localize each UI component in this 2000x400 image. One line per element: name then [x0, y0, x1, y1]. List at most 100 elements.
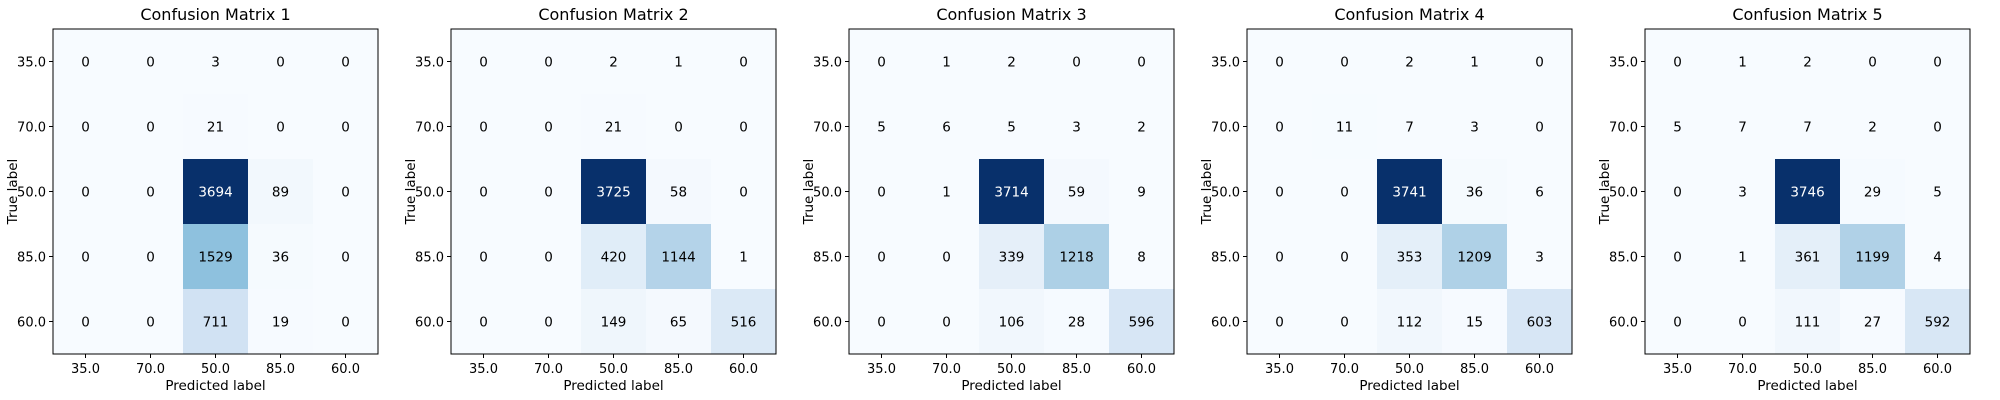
cell-value-label: 2: [1405, 55, 1414, 71]
heatmap-cell: [1507, 224, 1572, 289]
confusion-matrix-panel: 0 0 2 1 00 0 21 0 00 0 3725 58 00 0 420 1144 10 0 149 65 516…: [403, 5, 777, 394]
heatmap-cell: [1312, 159, 1377, 224]
cell-value-label: 89: [272, 185, 289, 201]
cell-value-label: 1: [942, 55, 951, 71]
cell-value-label: 36: [272, 250, 289, 266]
cell-value-label: 0: [1673, 250, 1682, 266]
heatmap-cell: [1377, 224, 1442, 289]
heatmap-cell: [979, 29, 1044, 94]
cell-value-label: 1144: [661, 250, 695, 266]
heatmap-cell: [849, 224, 914, 289]
cell-value-label: 1: [1738, 250, 1747, 266]
heatmap-cell: [1377, 29, 1442, 94]
heatmap-cell: [1710, 289, 1775, 354]
cell-value-label: 36: [1466, 185, 1483, 201]
y-tick-label: 60.0: [17, 316, 46, 331]
heatmap-cell: [711, 29, 776, 94]
cell-value-label: 2: [1803, 55, 1812, 71]
cell-value-label: 65: [670, 315, 687, 331]
y-tick-label: 35.0: [17, 56, 46, 71]
y-tick-label: 35.0: [813, 56, 842, 71]
x-tick-label: 60.0: [1127, 362, 1156, 377]
heatmap-cell: [711, 289, 776, 354]
heatmap-cell: [1109, 289, 1174, 354]
heatmap-cell: [1044, 29, 1109, 94]
confusion-matrix-panel: 0 1 2 0 0 5 7 7 2 0 0 3 3746 29 5 0 1 361 1199 4 0 0 111 27 592 3…: [1597, 5, 1971, 394]
cell-value-label: 1209: [1457, 250, 1491, 266]
heatmap-cell: [1109, 224, 1174, 289]
heatmap-cell: [1442, 29, 1507, 94]
y-tick-label: 50.0: [415, 186, 444, 201]
heatmap-cell: [1905, 159, 1970, 224]
y-tick-label: 85.0: [1609, 251, 1638, 266]
heatmap-cell: [451, 159, 516, 224]
heatmap-cell: [1247, 29, 1312, 94]
heatmap-cell: [1044, 94, 1109, 159]
cell-value-label: 1: [942, 185, 951, 201]
cell-value-label: 353: [1397, 250, 1423, 266]
heatmap-cell: [1247, 94, 1312, 159]
heatmap-cell: [118, 29, 183, 94]
heatmap-cell: [1507, 29, 1572, 94]
x-tick-label: 50.0: [201, 362, 230, 377]
heatmap-cell: [516, 289, 581, 354]
cell-value-label: 0: [674, 120, 683, 136]
cell-value-label: 0: [739, 120, 748, 136]
heatmap-cell: [646, 224, 711, 289]
cell-value-label: 0: [1072, 55, 1081, 71]
heatmap-cell: [1840, 224, 1905, 289]
confusion-matrix-panel: 0 1 2 0 0 5 6 5 3 2 0 1 3714 59 9 0 0 339 1218 8 0 0 106 28 596 3…: [801, 5, 1175, 394]
heatmap-cell: [849, 29, 914, 94]
x-tick-label: 60.0: [1923, 362, 1952, 377]
cell-value-label: 27: [1864, 315, 1881, 331]
cell-value-label: 0: [1868, 55, 1877, 71]
chart-title: Confusion Matrix 1: [140, 5, 290, 24]
cell-value-label: 7: [1803, 120, 1812, 136]
cell-value-label: 0: [81, 185, 90, 201]
cell-value-label: 0: [81, 315, 90, 331]
x-tick-label: 85.0: [1062, 362, 1091, 377]
heatmap-cell: [914, 159, 979, 224]
heatmap-cell: [1377, 289, 1442, 354]
heatmap-cell: [1905, 224, 1970, 289]
cell-value-label: 0: [146, 120, 155, 136]
heatmap-cell: [516, 94, 581, 159]
cell-value-label: 1218: [1059, 250, 1093, 266]
cell-value-label: 6: [1535, 185, 1544, 201]
cell-value-label: 3: [1072, 120, 1081, 136]
y-tick-label: 60.0: [1211, 316, 1240, 331]
cell-value-label: 1529: [198, 250, 232, 266]
cell-value-label: 0: [544, 120, 553, 136]
x-tick-label: 35.0: [1663, 362, 1692, 377]
heatmap-cell: [1840, 29, 1905, 94]
heatmap-cell: [183, 289, 248, 354]
cell-value-label: 7: [1738, 120, 1747, 136]
cell-value-label: 0: [341, 185, 350, 201]
heatmap-cell: [53, 29, 118, 94]
heatmap-cell: [646, 94, 711, 159]
x-tick-label: 35.0: [71, 362, 100, 377]
heatmap-cell: [1312, 29, 1377, 94]
heatmap-cell: [979, 224, 1044, 289]
cell-value-label: 0: [479, 315, 488, 331]
y-axis-label: True label: [403, 159, 419, 226]
heatmap-cell: [248, 289, 313, 354]
cell-value-label: 0: [544, 55, 553, 71]
cell-value-label: 21: [207, 120, 224, 136]
heatmap-cell: [118, 159, 183, 224]
heatmap-cell: [118, 224, 183, 289]
heatmap-cell: [1247, 224, 1312, 289]
x-axis-label: Predicted label: [1359, 378, 1459, 394]
heatmap-cell: [1775, 159, 1840, 224]
cell-value-label: 3741: [1392, 185, 1426, 201]
x-tick-label: 60.0: [1525, 362, 1554, 377]
x-tick-label: 50.0: [1793, 362, 1822, 377]
heatmap-cell: [711, 224, 776, 289]
heatmap-cell: [1840, 94, 1905, 159]
x-tick-label: 35.0: [867, 362, 896, 377]
cell-value-label: 0: [877, 185, 886, 201]
heatmap-cell: [1442, 94, 1507, 159]
heatmap-cell: [1312, 289, 1377, 354]
heatmap-cell: [581, 289, 646, 354]
x-tick-label: 50.0: [997, 362, 1026, 377]
